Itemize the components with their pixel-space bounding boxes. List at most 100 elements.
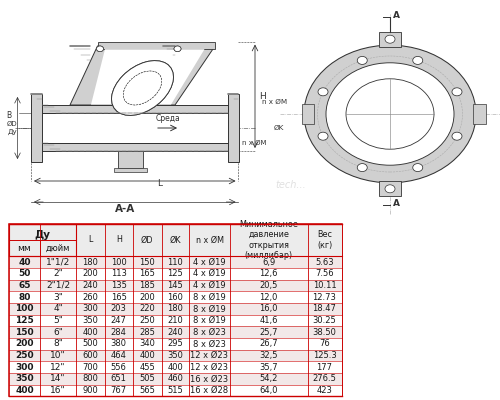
Text: 203: 203: [111, 304, 126, 313]
Text: 125: 125: [168, 269, 183, 278]
Text: Вес
(кг): Вес (кг): [317, 230, 332, 250]
Text: 460: 460: [168, 374, 183, 383]
Bar: [228, 94, 238, 162]
Circle shape: [318, 88, 328, 96]
Bar: [9, 303, 342, 315]
Bar: [9, 224, 342, 256]
Text: 35,7: 35,7: [260, 363, 278, 372]
Text: 220: 220: [139, 304, 155, 313]
Text: 3": 3": [53, 293, 63, 302]
Text: 8 x Ø23: 8 x Ø23: [193, 339, 226, 348]
Text: 100: 100: [15, 304, 34, 313]
Text: 12,0: 12,0: [260, 293, 278, 302]
Text: 40: 40: [18, 258, 31, 267]
Text: 160: 160: [168, 293, 183, 302]
Text: 65: 65: [18, 281, 31, 290]
Text: 16,0: 16,0: [260, 304, 278, 313]
Text: 240: 240: [82, 281, 98, 290]
Text: 12 x Ø23: 12 x Ø23: [190, 363, 228, 372]
Text: 113: 113: [111, 269, 126, 278]
Text: n x ØM: n x ØM: [262, 99, 286, 105]
Text: 26,7: 26,7: [260, 339, 278, 348]
Text: 150: 150: [15, 328, 34, 337]
Text: 6,9: 6,9: [262, 258, 276, 267]
Text: 556: 556: [111, 363, 126, 372]
Circle shape: [452, 132, 462, 140]
Text: дюйм: дюйм: [46, 244, 70, 253]
Ellipse shape: [112, 61, 174, 115]
Text: L: L: [88, 236, 92, 244]
Text: А: А: [393, 11, 400, 20]
Text: 165: 165: [111, 293, 126, 302]
Bar: [118, 151, 142, 168]
Text: 16 x Ø23: 16 x Ø23: [190, 374, 228, 383]
Text: 200: 200: [15, 339, 34, 348]
Bar: [9, 291, 342, 303]
Text: 177: 177: [316, 363, 332, 372]
Circle shape: [304, 45, 476, 183]
Circle shape: [385, 185, 395, 193]
Circle shape: [96, 46, 103, 52]
Text: 210: 210: [168, 316, 183, 325]
Text: 5": 5": [53, 316, 63, 325]
Text: 180: 180: [168, 304, 183, 313]
Bar: [379, 181, 401, 196]
Bar: [98, 42, 215, 49]
Text: Среда: Среда: [155, 114, 180, 123]
Text: 8 x Ø19: 8 x Ø19: [193, 316, 226, 325]
Text: 400: 400: [139, 351, 155, 360]
Text: 350: 350: [15, 374, 34, 383]
Text: 500: 500: [82, 339, 98, 348]
Circle shape: [412, 164, 422, 172]
Ellipse shape: [124, 71, 162, 105]
Text: 110: 110: [168, 258, 183, 267]
Text: ØK: ØK: [274, 125, 284, 131]
Text: 250: 250: [139, 316, 155, 325]
Text: 700: 700: [82, 363, 98, 372]
Text: 250: 250: [15, 351, 34, 360]
Text: 900: 900: [82, 386, 98, 395]
Text: 505: 505: [139, 374, 155, 383]
Text: 455: 455: [139, 363, 155, 372]
Bar: [9, 315, 342, 326]
Bar: [302, 104, 314, 124]
Bar: [9, 256, 342, 268]
Text: 145: 145: [168, 281, 183, 290]
Bar: [42, 113, 228, 143]
Polygon shape: [91, 49, 204, 105]
Text: 50: 50: [18, 269, 30, 278]
Text: 20,5: 20,5: [260, 281, 278, 290]
Text: 515: 515: [168, 386, 183, 395]
Bar: [9, 350, 342, 361]
Text: 180: 180: [82, 258, 98, 267]
Bar: [9, 224, 342, 396]
Text: 200: 200: [139, 293, 155, 302]
Text: n x ØM: n x ØM: [242, 140, 267, 146]
Text: B: B: [6, 111, 12, 120]
Text: L: L: [157, 179, 162, 188]
Bar: [9, 268, 342, 280]
Text: 25,7: 25,7: [260, 328, 278, 337]
Circle shape: [358, 164, 368, 172]
Text: 4": 4": [53, 304, 63, 313]
Text: 285: 285: [139, 328, 155, 337]
Text: 350: 350: [82, 316, 98, 325]
Bar: [42, 143, 228, 151]
Text: 8 x Ø19: 8 x Ø19: [193, 304, 226, 313]
Text: А-А: А-А: [115, 204, 135, 214]
Bar: [9, 385, 342, 396]
Circle shape: [326, 63, 454, 165]
Text: Ду: Ду: [34, 230, 50, 240]
Text: 76: 76: [319, 339, 330, 348]
Text: 7.56: 7.56: [315, 269, 334, 278]
Text: 8 x Ø19: 8 x Ø19: [193, 293, 226, 302]
Text: 295: 295: [168, 339, 183, 348]
Text: 800: 800: [82, 374, 98, 383]
Bar: [9, 280, 342, 291]
Text: 423: 423: [316, 386, 332, 395]
Text: 125.3: 125.3: [312, 351, 336, 360]
Text: n x ØM: n x ØM: [196, 236, 224, 244]
Text: 150: 150: [139, 258, 155, 267]
Text: ØD: ØD: [7, 121, 18, 127]
Text: 165: 165: [139, 269, 155, 278]
